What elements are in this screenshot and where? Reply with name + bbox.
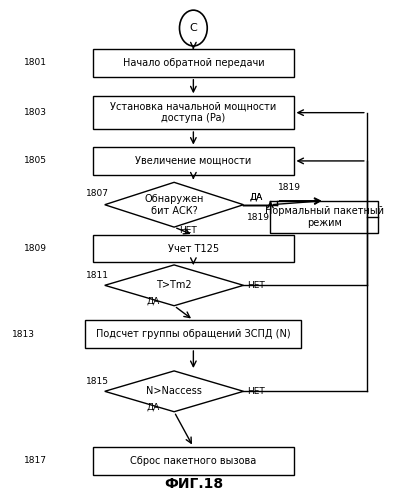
Text: ДА: ДА [146,297,160,306]
Text: 1813: 1813 [12,330,35,339]
Polygon shape [105,182,243,227]
Bar [85,320,301,348]
Text: 1817: 1817 [24,457,47,466]
Text: 1807: 1807 [86,189,109,198]
Text: НЕТ: НЕТ [179,226,197,235]
Text: 1819: 1819 [278,183,301,192]
Text: C: C [189,23,197,33]
Text: Сброс пакетного вызова: Сброс пакетного вызова [130,456,256,466]
Text: 1801: 1801 [24,58,47,67]
Text: ДА: ДА [249,192,262,201]
Text: 1805: 1805 [24,156,47,166]
Text: Учет Т125: Учет Т125 [168,244,219,253]
Bar [93,235,293,262]
Text: Установка начальной мощности
доступа (Pa): Установка начальной мощности доступа (Pa… [110,102,276,123]
Text: Увеличение мощности: Увеличение мощности [135,156,251,166]
Text: ДА: ДА [146,402,160,411]
Text: Подсчет группы обращений ЗСПД (N): Подсчет группы обращений ЗСПД (N) [96,329,291,339]
Text: НЕТ: НЕТ [247,281,265,290]
Text: 1809: 1809 [24,244,47,253]
Text: 1815: 1815 [86,377,109,386]
Polygon shape [105,265,243,306]
Text: НЕТ: НЕТ [247,387,265,396]
Circle shape [179,10,207,46]
Text: ФИГ.18: ФИГ.18 [164,477,223,491]
Text: ДА: ДА [249,193,262,202]
Text: 1819: 1819 [247,213,270,222]
Bar [93,447,293,475]
Text: Начало обратной передачи: Начало обратной передачи [123,58,264,68]
Bar [93,49,293,76]
Bar [270,201,378,234]
Text: Обнаружен
бит АСК?: Обнаружен бит АСК? [145,194,204,216]
Text: Нормальный пакетный
режим: Нормальный пакетный режим [265,207,384,228]
Text: 1803: 1803 [24,108,47,117]
Bar [93,96,293,129]
Polygon shape [105,371,243,412]
Text: N>Naccess: N>Naccess [146,386,202,396]
Bar [93,147,293,175]
Text: T>Tm2: T>Tm2 [156,280,192,290]
Text: 1811: 1811 [86,271,109,280]
